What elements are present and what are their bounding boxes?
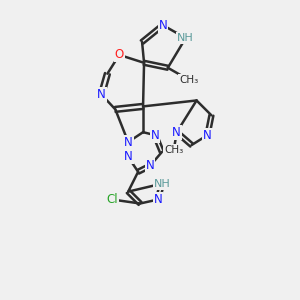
Text: NH: NH <box>177 33 194 43</box>
Text: O: O <box>115 48 124 62</box>
Text: NH: NH <box>154 179 170 189</box>
Text: N: N <box>124 150 133 164</box>
Text: N: N <box>154 193 162 206</box>
Text: N: N <box>97 88 106 101</box>
Text: N: N <box>158 19 167 32</box>
Text: N: N <box>203 129 212 142</box>
Text: N: N <box>146 159 154 172</box>
Text: N: N <box>151 129 159 142</box>
Text: CH₃: CH₃ <box>164 145 183 155</box>
Text: N: N <box>172 126 181 139</box>
Text: Cl: Cl <box>106 193 118 206</box>
Text: N: N <box>124 136 133 148</box>
Text: CH₃: CH₃ <box>179 75 198 85</box>
